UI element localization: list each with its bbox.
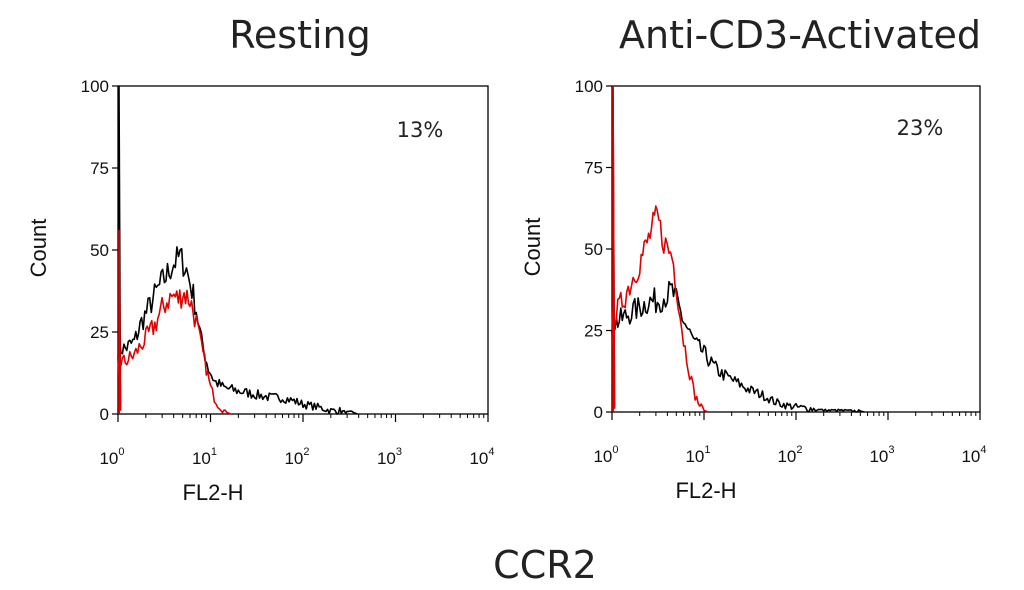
x-tick-label: 102 <box>284 446 309 468</box>
series-line-ccr2 <box>611 85 865 413</box>
panel-resting: Resting 0 25 50 75 100 100 101 102 103 104 FL2-H Cou… <box>26 13 495 505</box>
y-tick-label: 25 <box>90 323 109 342</box>
panel-anti-cd3-activated: Anti-CD3-Activated 0 25 50 75 100 100 101 102 103… <box>520 13 987 503</box>
panel-title: Resting <box>229 13 371 57</box>
x-tick-label: 101 <box>685 444 710 466</box>
y-tick-label: 75 <box>584 159 603 178</box>
x-tick-label: 100 <box>99 446 124 468</box>
series-line-isotype <box>611 85 709 413</box>
x-tick-label: 101 <box>192 446 217 468</box>
y-tick-label: 100 <box>575 77 603 96</box>
x-axis-label: FL2-H <box>182 480 243 505</box>
x-tick-label: 100 <box>593 444 618 466</box>
y-tick-label: 50 <box>90 241 109 260</box>
panel-title: Anti-CD3-Activated <box>619 13 981 57</box>
y-tick-label: 50 <box>584 240 603 259</box>
x-tick-label: 103 <box>869 444 894 466</box>
x-axis-label: FL2-H <box>675 478 736 503</box>
x-tick-label: 104 <box>469 446 494 468</box>
x-tick-label: 102 <box>777 444 802 466</box>
x-tick-label: 104 <box>961 444 986 466</box>
y-axis-label: Count <box>520 218 545 277</box>
y-tick-label: 100 <box>81 77 109 96</box>
y-tick-label: 0 <box>100 405 109 424</box>
y-axis-label: Count <box>26 219 51 278</box>
series-line-ccr2 <box>117 85 358 415</box>
y-tick-label: 0 <box>594 403 603 422</box>
series-line-isotype <box>117 229 232 415</box>
x-tick-label: 103 <box>377 446 402 468</box>
percent-annotation: 23% <box>897 116 944 140</box>
y-tick-label: 25 <box>584 322 603 341</box>
y-tick-label: 75 <box>90 159 109 178</box>
percent-annotation: 13% <box>397 118 444 142</box>
figure-xlabel: CCR2 <box>493 543 597 587</box>
